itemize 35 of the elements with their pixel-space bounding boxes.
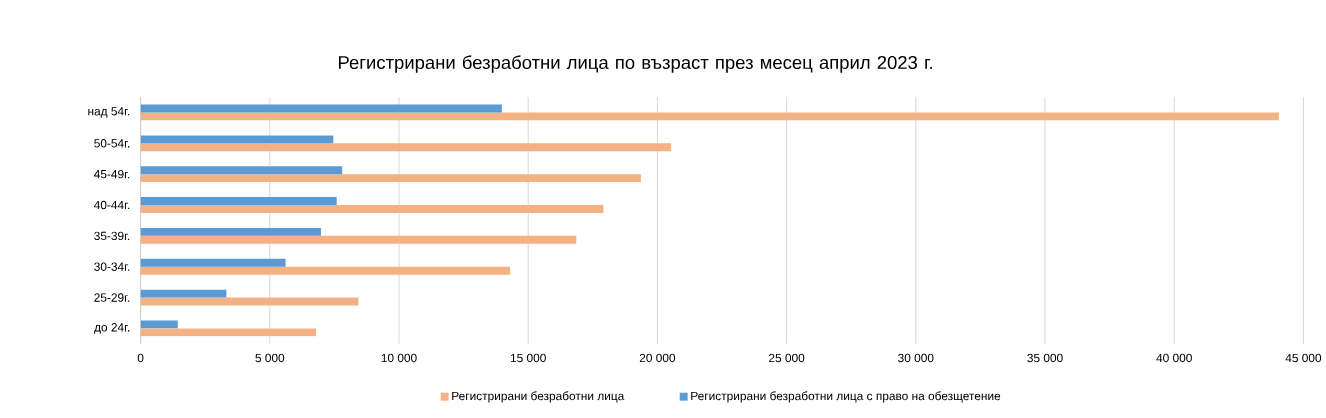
bar — [140, 197, 337, 206]
y-tick-label: 25-29г. — [94, 293, 130, 302]
y-tick-label: над 54г. — [88, 107, 130, 118]
y-tick-label: 45-49г. — [94, 170, 130, 179]
bar — [140, 205, 604, 214]
x-tick-label: 0 — [137, 353, 144, 363]
bar — [140, 228, 321, 236]
y-tick-label: 50-54г. — [94, 139, 130, 148]
x-tick-label: 45 000 — [1285, 353, 1322, 363]
legend-label: Регистрирани безработни лица — [452, 391, 625, 403]
bar — [140, 266, 511, 275]
y-tick-label: 40-44г. — [94, 200, 130, 210]
x-tick-label: 40 000 — [1156, 353, 1192, 363]
y-tick-label: 30-34г. — [94, 262, 130, 272]
x-tick-label: 15 000 — [510, 353, 546, 363]
bar — [140, 143, 672, 152]
x-tick-label: 25 000 — [769, 353, 805, 363]
bar — [140, 166, 343, 175]
bar — [140, 135, 334, 144]
y-tick-label: 35-39г. — [94, 231, 130, 241]
x-tick-label: 5 000 — [255, 353, 285, 363]
bar — [140, 258, 286, 267]
chart-title: Регистрирани безработни лица по възраст през месец април 2023 г. — [338, 55, 932, 73]
bar — [140, 289, 227, 298]
x-tick-label: 35 000 — [1027, 353, 1063, 363]
bar — [140, 112, 1279, 121]
x-tick-label: 20 000 — [639, 353, 676, 363]
bar — [140, 235, 577, 244]
bar — [140, 174, 641, 183]
bar — [140, 320, 178, 329]
y-tick-label: до 24г. — [94, 323, 130, 334]
bar — [140, 328, 317, 337]
x-tick-label: 30 000 — [898, 353, 934, 363]
x-tick-label: 10 000 — [381, 353, 417, 363]
legend-label: Регистрирани безработни лица с право на обезщетение — [691, 391, 1001, 403]
